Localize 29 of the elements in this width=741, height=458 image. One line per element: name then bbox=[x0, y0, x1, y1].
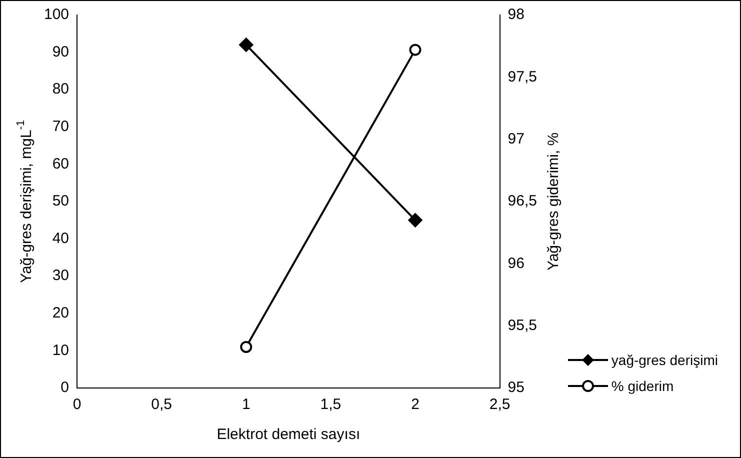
y-tick-label: 0 bbox=[60, 379, 70, 396]
x-tick-label: 1 bbox=[242, 396, 250, 414]
y-tick-label: 80 bbox=[52, 80, 70, 98]
x-tick-label: 2 bbox=[411, 396, 420, 414]
x-axis-title: Elektrot demeti sayısı bbox=[216, 426, 360, 444]
y-tick-label: 90 bbox=[52, 43, 70, 60]
y2-tick-label: 95 bbox=[508, 379, 524, 396]
x-tick-label: 2,5 bbox=[489, 396, 510, 414]
y-tick-label: 30 bbox=[52, 267, 70, 284]
y-tick-label: 100 bbox=[44, 6, 70, 24]
legend-label: yağ-gres derişimi bbox=[611, 352, 718, 368]
y-tick-label: 50 bbox=[52, 192, 70, 210]
legend-label: % giderim bbox=[611, 378, 674, 394]
y2-tick-label: 96 bbox=[508, 254, 524, 272]
y2-tick-label: 97 bbox=[508, 130, 524, 148]
x-tick-label: 0 bbox=[72, 396, 82, 414]
y-tick-label: 20 bbox=[52, 304, 70, 322]
y-tick-label: 70 bbox=[52, 118, 70, 136]
x-tick-label: 1,5 bbox=[320, 396, 342, 414]
y2-axis-title: Yağ-gres giderimi, % bbox=[545, 132, 562, 271]
y2-tick-label: 97,5 bbox=[508, 68, 538, 86]
y-tick-label: 10 bbox=[52, 342, 70, 359]
y-tick-label: 60 bbox=[52, 155, 70, 172]
x-tick-label: 0,5 bbox=[151, 396, 172, 414]
y2-tick-label: 95,5 bbox=[508, 316, 538, 334]
y2-tick-label: 98 bbox=[508, 6, 524, 24]
y-axis-title: Yağ-gres derişimi, mgL-1 bbox=[15, 120, 36, 283]
y2-tick-label: 96,5 bbox=[508, 192, 538, 210]
y-tick-label: 40 bbox=[52, 230, 70, 247]
